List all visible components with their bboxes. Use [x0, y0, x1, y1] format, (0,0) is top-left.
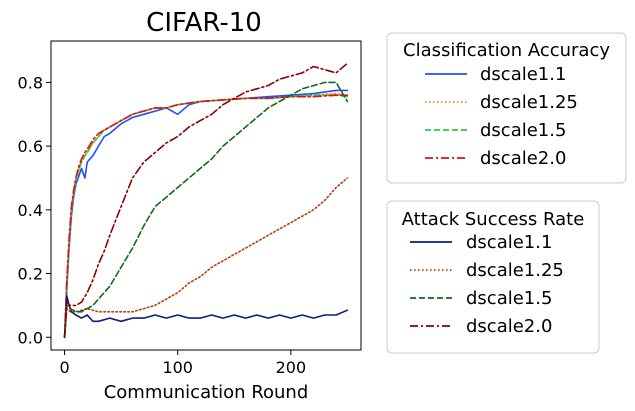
x-tick-label: 0 [59, 358, 69, 377]
series-attack-success-rate-dscale1-5 [63, 81, 349, 339]
legend-entry-label: dscale1.1 [466, 232, 552, 253]
legend-title: Classification Accuracy [403, 40, 610, 61]
legend-entry-label: dscale1.25 [466, 260, 564, 281]
plot-frame [50, 40, 362, 351]
series-classification-accuracy-dscale1-5 [63, 94, 349, 339]
x-tick-label: 100 [162, 358, 193, 377]
series-attack-success-rate-dscale1-1 [63, 294, 349, 339]
plot-series [63, 62, 349, 339]
y-axis-ticks: 0.0 0.2 0.4 0.6 0.8 [18, 73, 51, 347]
y-tick-label: 0.6 [18, 137, 43, 156]
legend-entry-label: dscale1.25 [480, 92, 578, 113]
legend-entry-label: dscale2.0 [466, 316, 552, 337]
series-classification-accuracy-dscale1-25 [63, 92, 349, 339]
series-attack-success-rate-dscale1-25 [63, 177, 349, 339]
y-tick-label: 0.8 [18, 73, 43, 92]
legend-title: Attack Success Rate [402, 209, 585, 230]
x-tick-label: 200 [276, 358, 307, 377]
legend-entry-label: dscale2.0 [480, 148, 566, 169]
series-classification-accuracy-dscale2-0 [63, 94, 349, 339]
legend-entry-label: dscale1.5 [480, 120, 566, 141]
legend-entry-label: dscale1.1 [480, 64, 566, 85]
legend-classification-accuracy: Classification Accuracy dscale1.1 dscale1.… [386, 32, 627, 184]
series-attack-success-rate-dscale2-0 [63, 62, 349, 339]
legend-entry-label: dscale1.5 [466, 288, 552, 309]
x-axis-ticks: 0 100 200 [59, 350, 306, 377]
chart-title: CIFAR-10 [146, 8, 262, 38]
y-tick-label: 0.0 [18, 328, 43, 347]
y-tick-label: 0.4 [18, 201, 43, 220]
x-axis-label: Communication Round [104, 382, 309, 403]
y-tick-label: 0.2 [18, 265, 43, 284]
